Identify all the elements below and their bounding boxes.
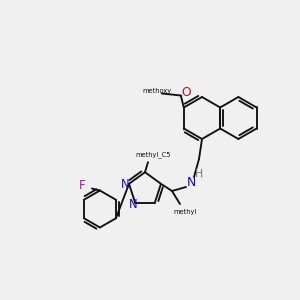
Text: methyl_C5: methyl_C5 [135, 151, 171, 158]
Text: N: N [121, 178, 129, 191]
Text: methoxy: methoxy [142, 88, 171, 94]
Text: F: F [79, 179, 85, 192]
Text: N: N [129, 198, 137, 211]
Text: methyl: methyl [173, 209, 196, 215]
Text: H: H [195, 169, 203, 179]
Text: N: N [186, 176, 196, 190]
Text: O: O [181, 86, 190, 99]
